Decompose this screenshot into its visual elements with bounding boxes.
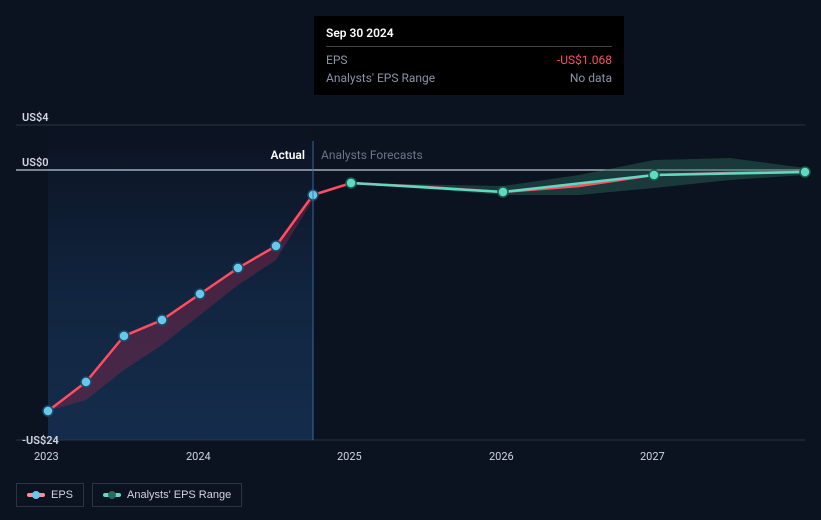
y-axis-label: US$0 — [22, 156, 49, 169]
eps-chart-container: Sep 30 2024 EPS -US$1.068 Analysts' EPS … — [0, 0, 821, 520]
tooltip-row: EPS -US$1.068 — [326, 51, 612, 69]
forecast-label: Analysts Forecasts — [321, 148, 423, 162]
actual-label: Actual — [270, 148, 305, 162]
chart-tooltip: Sep 30 2024 EPS -US$1.068 Analysts' EPS … — [314, 16, 624, 95]
legend-swatch — [103, 493, 121, 497]
legend-label: Analysts' EPS Range — [127, 489, 231, 501]
tooltip-row: Analysts' EPS Range No data — [326, 69, 612, 87]
legend-eps-button[interactable]: EPS — [16, 483, 84, 507]
y-axis-label: US$4 — [22, 111, 49, 124]
legend-swatch — [27, 493, 45, 497]
legend-range-button[interactable]: Analysts' EPS Range — [92, 483, 242, 507]
legend-dot-icon — [108, 491, 116, 499]
tooltip-value: No data — [570, 69, 612, 87]
y-axis-label: -US$24 — [22, 434, 59, 447]
legend-dot-icon — [32, 491, 40, 499]
tooltip-title: Sep 30 2024 — [326, 24, 612, 47]
tooltip-label: EPS — [326, 51, 348, 69]
chart-legend: EPS Analysts' EPS Range — [16, 483, 242, 507]
x-axis-label: 2025 — [337, 450, 362, 463]
x-axis-label: 2023 — [34, 450, 59, 463]
x-axis-label: 2027 — [640, 450, 665, 463]
legend-label: EPS — [51, 489, 73, 501]
x-axis-label: 2026 — [489, 450, 514, 463]
tooltip-value: -US$1.068 — [557, 51, 612, 69]
tooltip-label: Analysts' EPS Range — [326, 69, 435, 87]
x-axis-label: 2024 — [186, 450, 211, 463]
